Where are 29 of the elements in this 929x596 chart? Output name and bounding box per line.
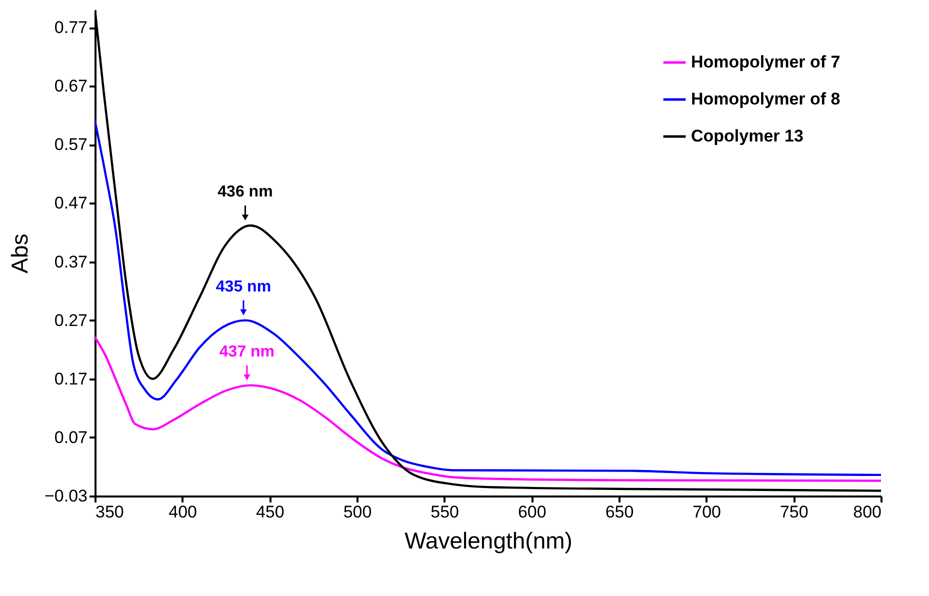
annotation: 435 nm: [216, 278, 272, 296]
y-tick-label: 0.27: [54, 310, 88, 330]
annotation: 437 nm: [219, 343, 275, 360]
y-tick-label: 0.37: [54, 252, 88, 272]
x-axis-title: Wavelength(nm): [404, 528, 572, 554]
y-axis-title: Abs: [6, 234, 32, 274]
annotation: 436 nm: [218, 183, 273, 200]
x-tick-label: 750: [780, 502, 808, 522]
legend-label: Homopolymer of 7: [691, 52, 840, 72]
x-tick-label: 350: [96, 502, 124, 522]
line-series: [95, 120, 881, 476]
x-tick-label: 400: [168, 502, 198, 522]
x-tick-label: 700: [692, 502, 722, 522]
y-tick-label: 0.57: [54, 135, 88, 154]
y-tick-label: 0.07: [54, 428, 88, 447]
x-tick-label: 550: [430, 502, 460, 522]
y-tick-label: 0.77: [54, 18, 88, 38]
x-tick-label: 650: [605, 502, 634, 522]
legend-label: Copolymer 13: [691, 126, 804, 146]
y-tick-label: 0.67: [54, 76, 88, 96]
x-tick-label: 600: [518, 502, 546, 522]
x-tick-label: 500: [343, 502, 372, 522]
x-tick-label: 800: [853, 502, 882, 522]
y-tick-label: 0.47: [54, 194, 88, 213]
y-tick-label: 0.17: [54, 369, 88, 388]
y-tick-label: −0.03: [44, 486, 88, 506]
x-tick-label: 450: [256, 502, 284, 522]
legend-label: Homopolymer of 8: [691, 90, 840, 108]
line-series: [95, 336, 881, 482]
